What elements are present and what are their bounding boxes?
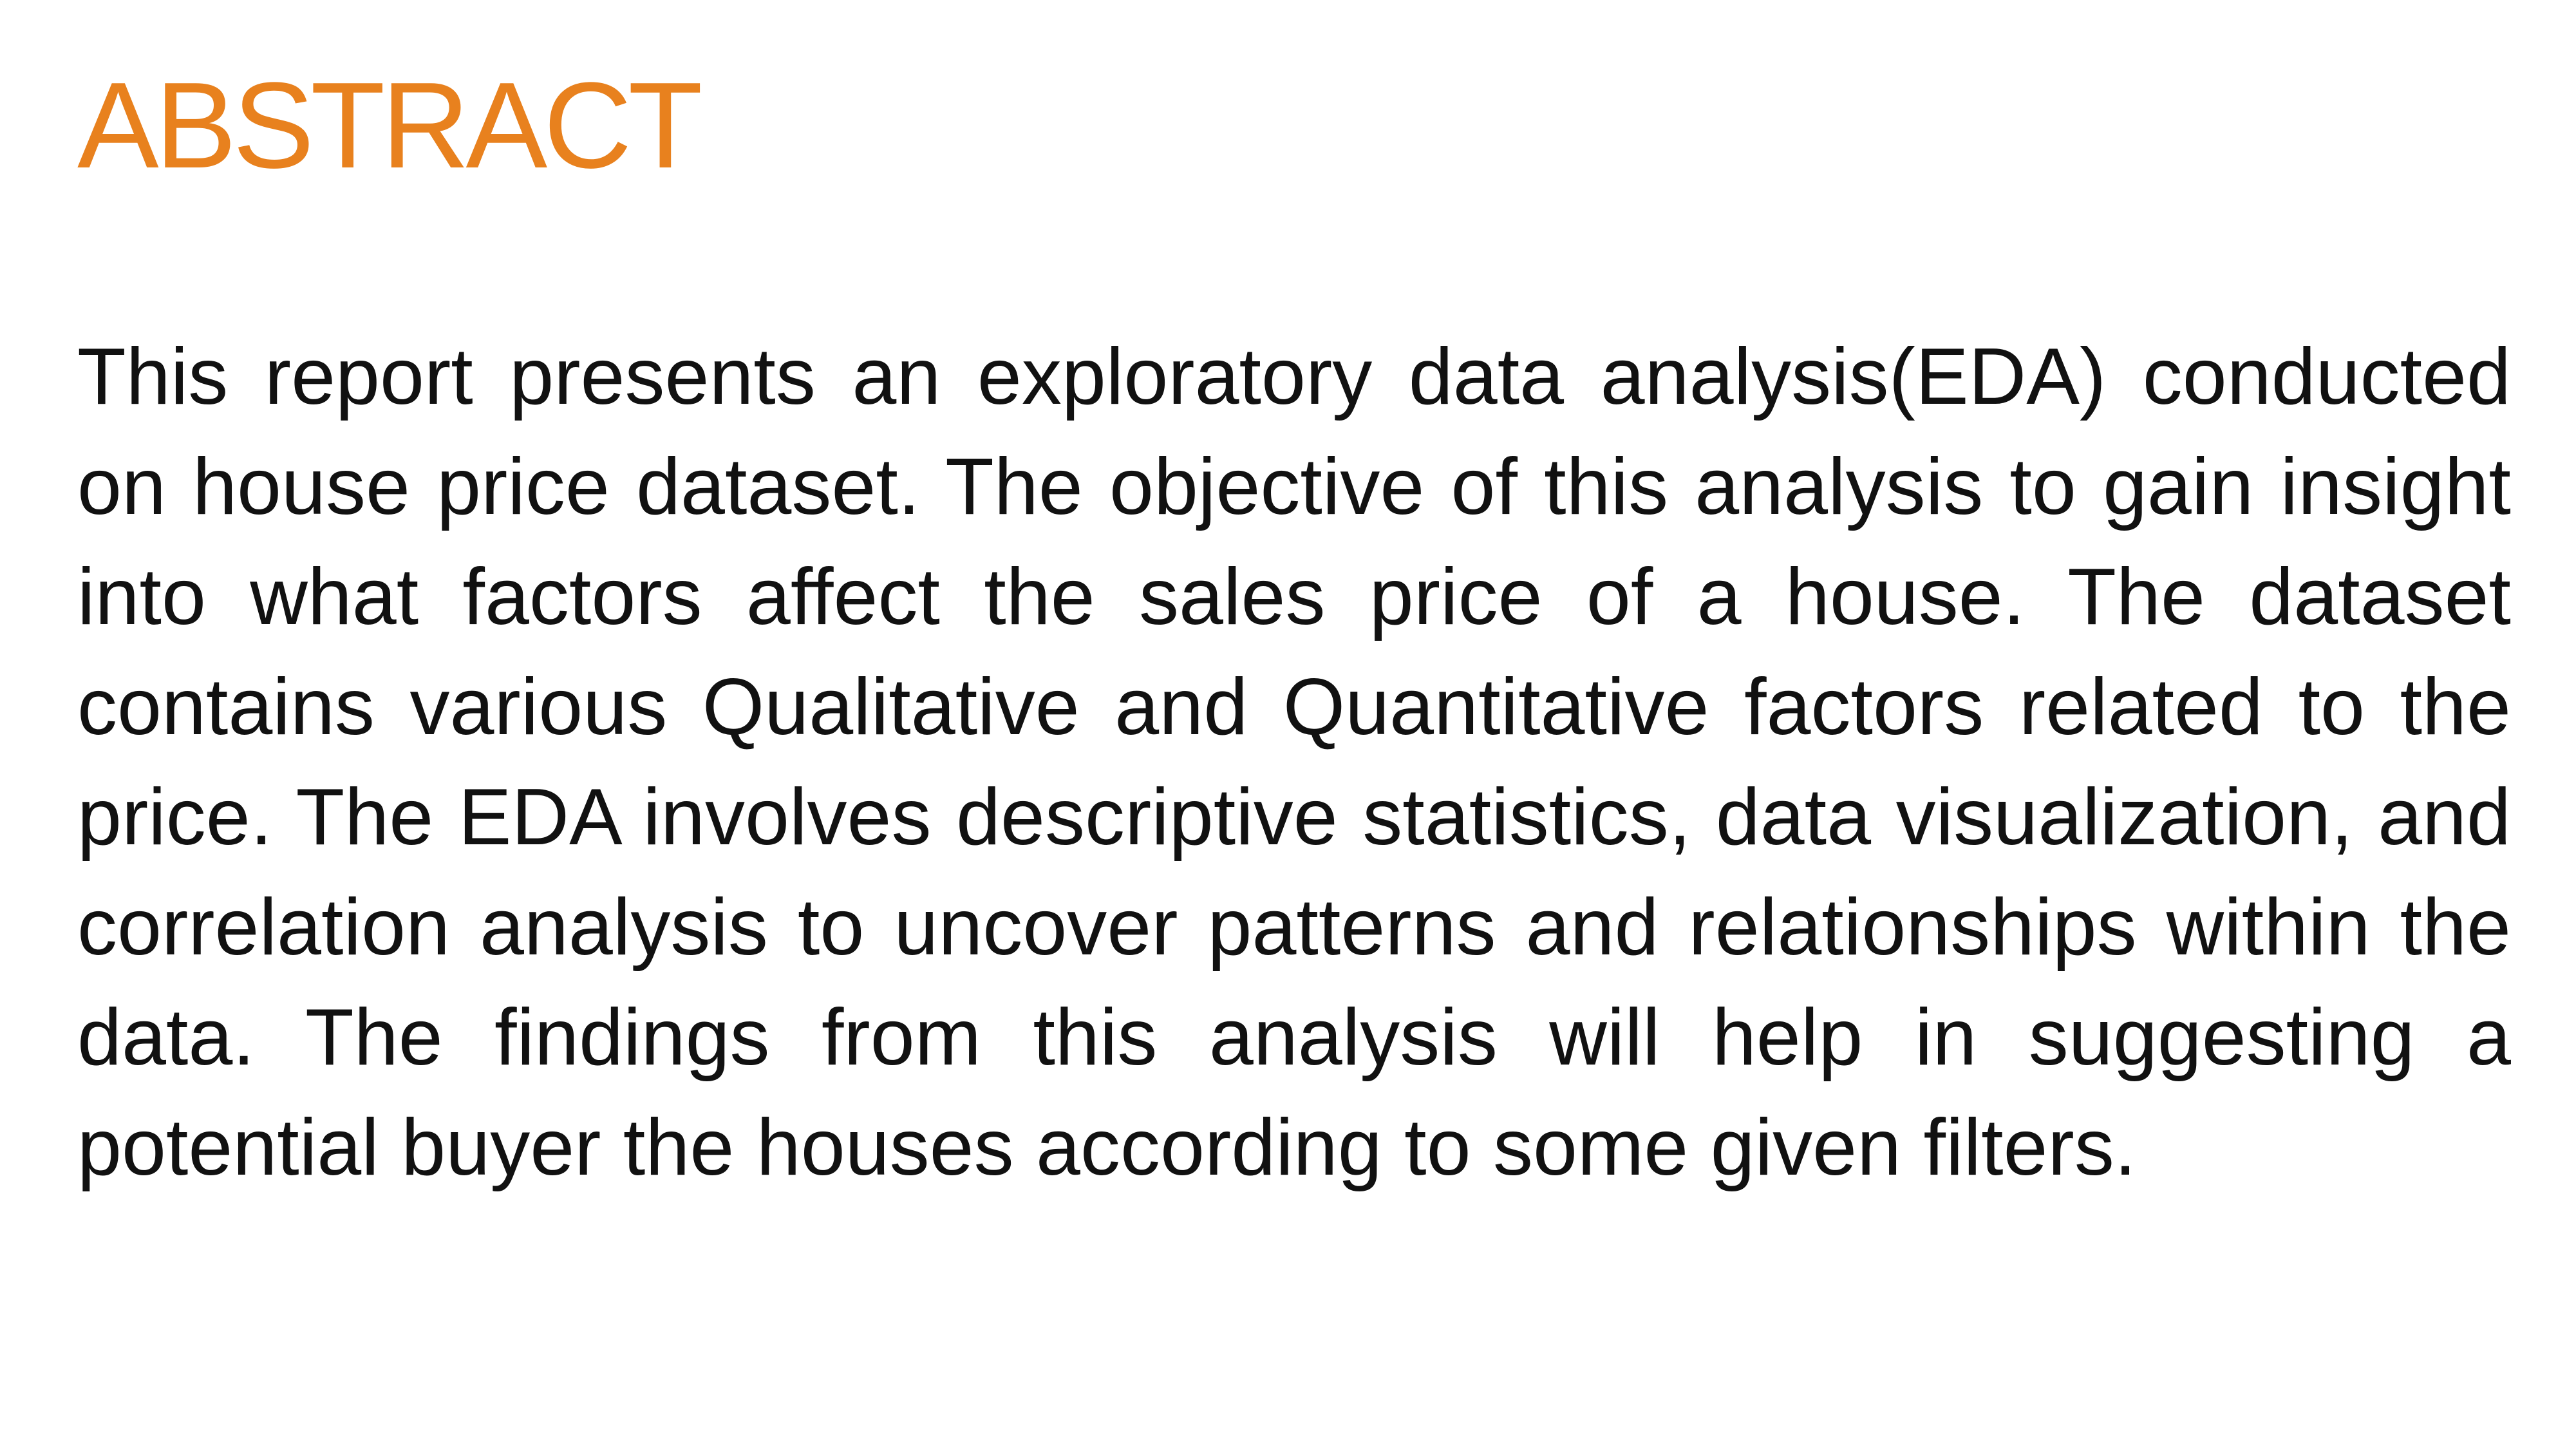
slide-title: ABSTRACT — [77, 57, 702, 194]
abstract-paragraph: This report presents an exploratory data… — [77, 332, 2511, 1192]
